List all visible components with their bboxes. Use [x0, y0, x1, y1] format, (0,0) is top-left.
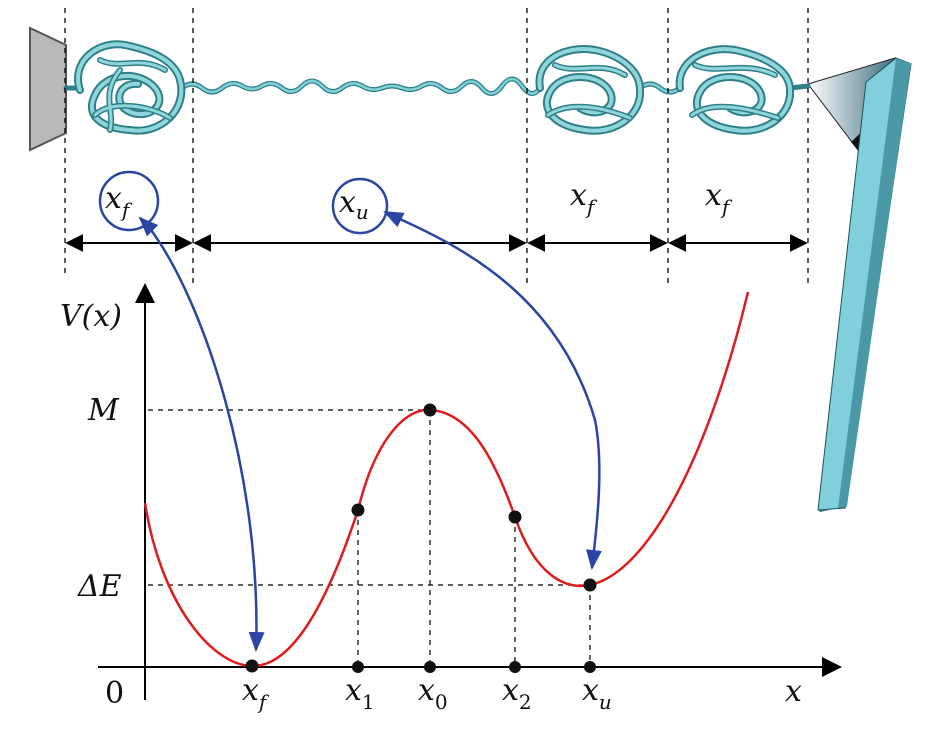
tick-dot-x1 — [352, 661, 364, 673]
unfolded-chain — [63, 76, 811, 96]
arrow-xf-to-min — [147, 225, 265, 652]
curve-points — [245, 403, 597, 673]
xtick-label-xu: xu — [582, 673, 612, 714]
potential-curve — [143, 291, 750, 668]
folded-domain-3 — [675, 45, 795, 135]
svg-text:xf: xf — [105, 181, 133, 222]
point-xu-min — [583, 578, 597, 592]
arrow-xf-head — [138, 216, 159, 237]
highlight-circle — [331, 177, 389, 235]
point-x2 — [508, 510, 522, 524]
axis-markers — [352, 661, 596, 673]
x-axis-label: x — [785, 674, 802, 709]
level-deltaE-label: ΔE — [77, 569, 122, 604]
segment-label-4: xf — [705, 178, 733, 219]
guide-lines — [148, 409, 591, 667]
arrow-xu-head — [383, 210, 405, 228]
cantilever — [807, 57, 912, 512]
folded-domain-1 — [74, 40, 186, 135]
svg-text:xu: xu — [339, 185, 369, 224]
segment-label-2: xu — [331, 177, 389, 235]
segment-label-1: xf — [98, 170, 160, 232]
xtick-label-x1: x1 — [345, 673, 375, 714]
origin-label: 0 — [105, 676, 124, 711]
svg-text:xf: xf — [570, 178, 598, 219]
arrow-xu-to-min — [392, 214, 602, 570]
svg-text:xf: xf — [705, 178, 733, 219]
tick-dot-xu — [584, 661, 596, 673]
axes — [98, 283, 842, 700]
highlight-circle — [98, 170, 160, 232]
point-x0-max — [423, 403, 437, 417]
point-x1 — [351, 503, 365, 517]
folded-domain-2 — [535, 45, 645, 135]
mapping-arrows — [138, 210, 602, 652]
xtick-label-x2: x2 — [502, 673, 532, 714]
xtick-label-xf: xf — [242, 673, 270, 714]
segment-separators — [64, 8, 809, 285]
segment-label-3: xf — [570, 178, 598, 219]
wall-anchor — [29, 26, 67, 152]
level-M-label: M — [87, 393, 120, 428]
tick-dot-x2 — [509, 661, 521, 673]
y-axis-label: V(x) — [60, 299, 122, 334]
xtick-label-x0: x0 — [418, 673, 448, 714]
point-xf-min — [245, 659, 259, 673]
tick-dot-x0 — [424, 661, 436, 673]
